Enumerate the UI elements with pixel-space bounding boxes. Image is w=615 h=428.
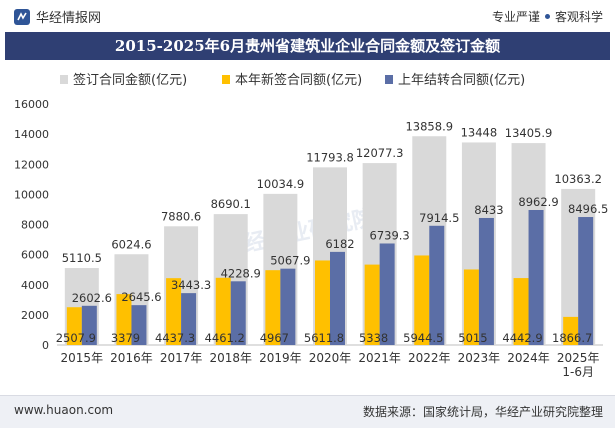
bar-new bbox=[563, 316, 579, 345]
chart-title: 2015-2025年6月贵州省建筑业企业合同金额及签订金额 bbox=[5, 32, 610, 60]
data-label-total: 11793.8 bbox=[306, 150, 354, 164]
x-tick-label: 2020年 bbox=[309, 351, 352, 365]
data-label-new: 5944.5 bbox=[403, 331, 443, 345]
bar-carry bbox=[181, 293, 197, 345]
x-tick-label: 2017年 bbox=[160, 351, 203, 365]
bar-carry bbox=[528, 209, 544, 345]
data-label-carry: 8962.9 bbox=[518, 195, 558, 209]
x-tick-label: 2016年 bbox=[110, 351, 153, 365]
bar-new bbox=[364, 264, 380, 345]
y-tick-label: 6000 bbox=[21, 249, 49, 262]
legend-swatch bbox=[385, 75, 393, 84]
top-bar: 华经情报网 专业严谨 客观科学 bbox=[0, 0, 615, 30]
data-label-carry: 2602.6 bbox=[72, 291, 112, 305]
data-label-total: 6024.6 bbox=[111, 237, 151, 251]
y-tick-label: 16000 bbox=[14, 98, 49, 111]
bar-carry bbox=[330, 251, 345, 345]
bar-chart: 华经产业研究院020004000600080001000012000140001… bbox=[14, 72, 608, 379]
bar-new bbox=[166, 278, 182, 345]
data-label-new: 5338 bbox=[359, 331, 388, 345]
bar-carry bbox=[280, 268, 296, 345]
bar-carry bbox=[131, 305, 147, 345]
x-tick-label: 2021年 bbox=[358, 351, 401, 365]
data-label-new: 4442.9 bbox=[502, 331, 542, 345]
data-label-new: 4967 bbox=[260, 331, 289, 345]
data-label-new: 4461.2 bbox=[205, 331, 245, 345]
tagline: 专业严谨 客观科学 bbox=[492, 8, 603, 25]
data-label-carry: 7914.5 bbox=[419, 211, 459, 225]
data-label-total: 13448 bbox=[461, 125, 498, 139]
tagline-2: 客观科学 bbox=[554, 10, 603, 24]
data-label-carry: 5067.9 bbox=[270, 254, 310, 268]
data-label-carry: 3443.3 bbox=[171, 278, 211, 292]
data-label-carry: 8496.5 bbox=[568, 202, 608, 216]
legend-label: 上年结转合同额(亿元) bbox=[398, 73, 525, 88]
legend-label: 本年新签合同额(亿元) bbox=[235, 72, 362, 88]
data-label-total: 13405.9 bbox=[505, 126, 553, 140]
data-label-carry: 4228.9 bbox=[221, 266, 261, 280]
y-tick-label: 2000 bbox=[21, 309, 49, 322]
bar-new bbox=[215, 277, 231, 345]
data-label-total: 12077.3 bbox=[356, 146, 404, 160]
bar-carry bbox=[578, 217, 594, 345]
y-tick-label: 12000 bbox=[14, 158, 49, 171]
data-label-new: 3379 bbox=[111, 331, 140, 345]
bar-new bbox=[265, 270, 281, 345]
x-tick-label: 2025年 bbox=[557, 351, 600, 365]
bar-carry bbox=[379, 243, 395, 345]
data-label-new: 1866.7 bbox=[552, 331, 592, 345]
bar-new bbox=[414, 255, 430, 345]
bar-carry bbox=[81, 305, 97, 345]
data-label-total: 10034.9 bbox=[257, 177, 305, 191]
y-tick-label: 8000 bbox=[21, 219, 49, 232]
y-tick-label: 4000 bbox=[21, 279, 49, 292]
legend-swatch bbox=[222, 75, 230, 84]
data-label-carry: 8433 bbox=[474, 203, 503, 217]
tagline-1: 专业严谨 bbox=[491, 10, 540, 24]
data-label-new: 5015 bbox=[458, 331, 487, 345]
data-label-new: 4437.3 bbox=[155, 331, 195, 345]
bar-carry bbox=[429, 225, 445, 345]
data-label-total: 13858.9 bbox=[405, 119, 453, 133]
data-label-carry: 6739.3 bbox=[370, 228, 410, 242]
data-label-new: 5611.8 bbox=[304, 331, 344, 345]
x-tick-label: 2018年 bbox=[209, 351, 252, 365]
brand: 华经情报网 bbox=[14, 7, 101, 26]
x-tick-label: 1-6月 bbox=[562, 365, 594, 379]
bar-carry bbox=[230, 281, 246, 345]
data-label-carry: 2645.6 bbox=[121, 290, 161, 304]
y-tick-label: 14000 bbox=[14, 128, 49, 141]
x-tick-label: 2015年 bbox=[61, 351, 104, 365]
bar-new bbox=[463, 269, 479, 345]
data-label-total: 8690.1 bbox=[211, 197, 251, 211]
data-label-total: 10363.2 bbox=[554, 172, 602, 186]
legend-swatch bbox=[60, 75, 68, 84]
data-label-carry: 6182 bbox=[325, 237, 354, 251]
footer-source: 数据来源：国家统计局，华经产业研究院整理 bbox=[362, 405, 603, 419]
data-label-new: 2507.9 bbox=[56, 331, 96, 345]
x-tick-label: 2019年 bbox=[259, 351, 302, 365]
brand-logo-icon bbox=[14, 8, 30, 25]
bar-new bbox=[66, 307, 82, 345]
y-tick-label: 10000 bbox=[14, 188, 49, 201]
x-tick-label: 2022年 bbox=[408, 351, 451, 365]
footer-url[interactable]: www.huaon.com bbox=[14, 403, 114, 417]
legend-label: 签订合同金额(亿元) bbox=[73, 72, 187, 88]
bar-carry bbox=[478, 217, 494, 345]
footer: www.huaon.com 数据来源：国家统计局，华经产业研究院整理 bbox=[0, 395, 615, 428]
bar-new bbox=[116, 294, 132, 345]
data-label-total: 7880.6 bbox=[161, 209, 201, 223]
y-tick-label: 0 bbox=[42, 339, 49, 352]
x-tick-label: 2024年 bbox=[507, 351, 550, 365]
bar-new bbox=[513, 278, 529, 345]
x-tick-label: 2023年 bbox=[458, 351, 501, 365]
brand-name: 华经情报网 bbox=[36, 11, 102, 26]
separator-dot-icon bbox=[544, 14, 550, 19]
bar-new bbox=[315, 260, 330, 345]
data-label-total: 5110.5 bbox=[62, 251, 102, 265]
